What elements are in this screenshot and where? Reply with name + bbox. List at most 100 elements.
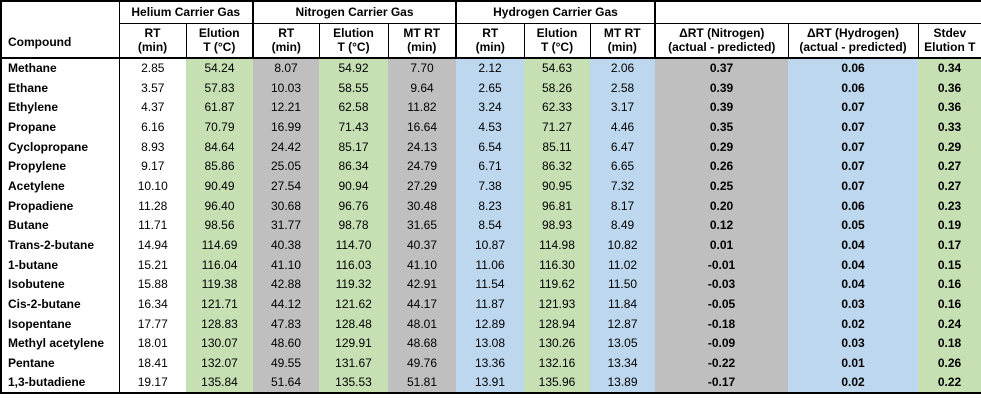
cell-h2_mt_rt: 8.17 — [590, 195, 656, 216]
cell-stdev_elution_t: 0.23 — [918, 195, 981, 216]
cell-h2_mt_rt: 13.34 — [590, 353, 656, 373]
cell-stdev_elution_t: 0.27 — [918, 156, 981, 177]
cell-drt_n2: -0.18 — [655, 313, 789, 334]
cell-drt_h2: 0.01 — [788, 353, 919, 373]
cell-n2_elution_t: 116.03 — [319, 254, 388, 275]
cell-n2_rt: 48.60 — [253, 333, 319, 354]
cell-n2_mt_rt: 30.48 — [388, 195, 456, 216]
cell-h2_mt_rt: 11.84 — [590, 294, 656, 314]
cell-stdev_elution_t: 0.16 — [918, 294, 981, 314]
cell-he_elution_t: 130.07 — [186, 333, 253, 354]
cell-drt_h2: 0.03 — [788, 294, 919, 314]
cell-h2_rt: 10.87 — [456, 235, 524, 255]
cell-n2_rt: 8.07 — [253, 58, 319, 78]
cell-stdev_elution_t: 0.27 — [918, 176, 981, 196]
col-header-hydrogen-mt-rt: MT RT (min) — [589, 22, 656, 59]
cell-n2_elution_t: 58.55 — [319, 77, 388, 98]
cell-n2_mt_rt: 31.65 — [388, 215, 456, 236]
cell-n2_elution_t: 62.58 — [319, 97, 388, 118]
cell-n2_elution_t: 90.94 — [319, 176, 388, 196]
cell-n2_mt_rt: 27.29 — [388, 176, 456, 196]
cell-drt_h2: 0.04 — [788, 235, 919, 255]
table-row: Propadiene 11.28 96.40 30.68 96.76 30.48 8.23 9… — [1, 195, 981, 216]
cell-compound: 1-butane — [1, 254, 120, 275]
col-header-helium-elution-t: Elution T (°C) — [185, 22, 254, 59]
cell-he_elution_t: 90.49 — [186, 176, 253, 196]
cell-n2_rt: 44.12 — [253, 294, 319, 314]
table-row: Butane 11.71 98.56 31.77 98.78 31.65 8.54 98.93… — [1, 215, 981, 236]
cell-n2_rt: 42.88 — [253, 274, 319, 295]
cell-drt_n2: 0.37 — [655, 58, 789, 78]
cell-n2_rt: 30.68 — [253, 195, 319, 216]
cell-n2_elution_t: 98.78 — [319, 215, 388, 236]
cell-n2_mt_rt: 9.64 — [388, 77, 456, 98]
cell-compound: Propane — [1, 117, 120, 137]
cell-compound: Pentane — [1, 353, 120, 373]
cell-h2_rt: 11.06 — [456, 254, 524, 275]
cell-he_rt: 19.17 — [137, 375, 168, 390]
cell-drt_h2: 0.07 — [788, 97, 919, 118]
cell-h2_elution_t: 98.93 — [524, 215, 590, 236]
cell-h2_mt_rt: 11.02 — [590, 254, 656, 275]
cell-n2_mt_rt: 40.37 — [388, 235, 456, 255]
cell-h2_mt_rt: 13.05 — [590, 333, 656, 354]
cell-n2_mt_rt: 24.79 — [388, 156, 456, 177]
cell-compound: Cyclopropane — [1, 136, 120, 157]
cell-h2_rt: 8.54 — [456, 215, 524, 236]
cell-drt_h2: 0.06 — [788, 58, 919, 78]
cell-stdev_elution_t: 0.29 — [918, 136, 981, 157]
col-header-helium-rt: RT (min) — [118, 22, 187, 59]
cell-he_rt: 16.34 — [137, 297, 168, 312]
cell-compound: Methane — [1, 58, 120, 78]
cell-he_rt: 11.28 — [138, 198, 168, 213]
cell-h2_rt: 13.36 — [456, 353, 524, 373]
cell-n2_elution_t: 135.53 — [319, 373, 388, 393]
cell-h2_elution_t: 71.27 — [524, 117, 590, 137]
cell-compound: 1,3-butadiene — [1, 373, 120, 393]
cell-n2_elution_t: 119.32 — [319, 274, 388, 295]
cell-h2_mt_rt: 11.50 — [590, 274, 656, 295]
cell-stdev_elution_t: 0.36 — [918, 97, 981, 118]
cell-he_elution_t: 84.64 — [186, 136, 253, 157]
cell-drt_n2: 0.26 — [655, 156, 789, 177]
col-header-hydrogen-elution-t: Elution T (°C) — [523, 22, 591, 59]
cell-he_rt: 3.57 — [141, 80, 165, 95]
cell-h2_rt: 2.12 — [456, 58, 524, 78]
cell-drt_n2: -0.01 — [655, 254, 789, 275]
cell-drt_n2: -0.05 — [655, 294, 789, 314]
cell-he_rt: 11.71 — [138, 218, 168, 233]
cell-h2_elution_t: 135.96 — [524, 373, 590, 393]
cell-h2_elution_t: 90.95 — [524, 176, 590, 196]
cell-drt_h2: 0.02 — [788, 373, 919, 393]
cell-he_elution_t: 85.86 — [186, 156, 253, 177]
col-header-hydrogen-rt: RT (min) — [455, 22, 525, 59]
cell-h2_mt_rt: 2.58 — [590, 77, 656, 98]
sub-header-row: RT (min) Elution T (°C) RT (min) Elution… — [1, 22, 981, 59]
cell-drt_n2: 0.35 — [655, 117, 789, 137]
cell-he_elution_t: 54.24 — [186, 58, 253, 78]
cell-drt_n2: 0.20 — [655, 195, 789, 216]
table-row: Cis-2-butane 16.34 121.71 44.12 121.62 44.17 1… — [1, 294, 981, 314]
cell-stdev_elution_t: 0.15 — [918, 254, 981, 275]
cell-he_rt: 8.93 — [141, 139, 165, 154]
cell-n2_rt: 10.03 — [253, 77, 319, 98]
cell-h2_mt_rt: 12.87 — [590, 313, 656, 334]
cell-n2_elution_t: 128.48 — [319, 313, 388, 334]
cell-drt_h2: 0.04 — [788, 274, 919, 295]
cell-he_elution_t: 119.38 — [186, 274, 253, 295]
cell-stdev_elution_t: 0.16 — [918, 274, 981, 295]
cell-compound: Isopentane — [1, 313, 120, 334]
cell-h2_mt_rt: 3.17 — [590, 97, 656, 118]
cell-drt_h2: 0.07 — [788, 117, 919, 137]
cell-n2_mt_rt: 11.82 — [388, 97, 456, 118]
table-row: 1,3-butadiene 19.17 135.84 51.64 135.53 51.81… — [1, 373, 981, 393]
cell-he_elution_t: 61.87 — [186, 97, 253, 118]
cell-stdev_elution_t: 0.24 — [918, 313, 981, 334]
cell-n2_elution_t: 131.67 — [319, 353, 388, 373]
table-row: Ethane 3.57 57.83 10.03 58.55 9.64 2.65 58.26 2.… — [1, 77, 981, 98]
helium-group-header: Helium Carrier Gas — [118, 0, 254, 24]
table-row: Acetylene 10.10 90.49 27.54 90.94 27.29 7.38 90… — [1, 176, 981, 196]
cell-he_elution_t: 114.69 — [186, 235, 253, 255]
